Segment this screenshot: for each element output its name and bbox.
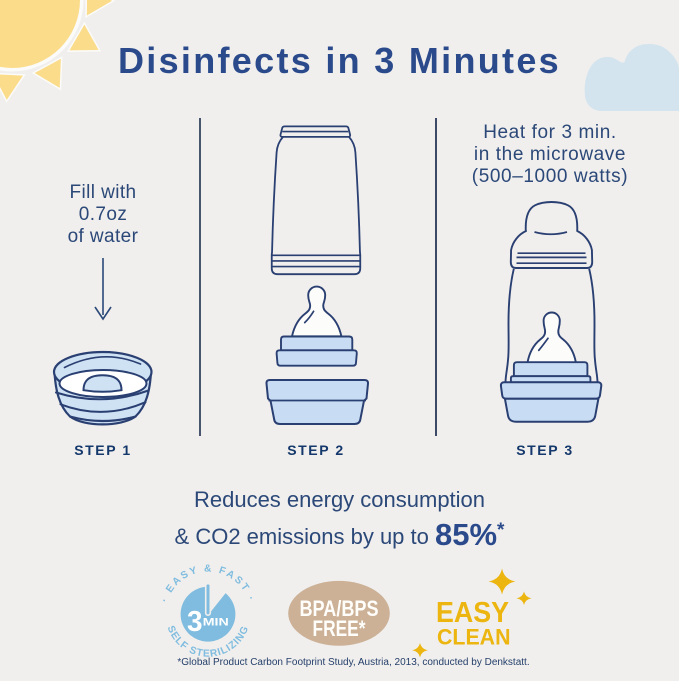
svg-text:BPA/BPS: BPA/BPS [300, 596, 379, 621]
svg-text:3: 3 [187, 606, 203, 638]
svg-text:MIN: MIN [203, 617, 229, 629]
svg-text:EASY: EASY [436, 597, 509, 629]
svg-text:CLEAN: CLEAN [437, 625, 511, 650]
svg-text:FREE*: FREE* [313, 616, 366, 641]
